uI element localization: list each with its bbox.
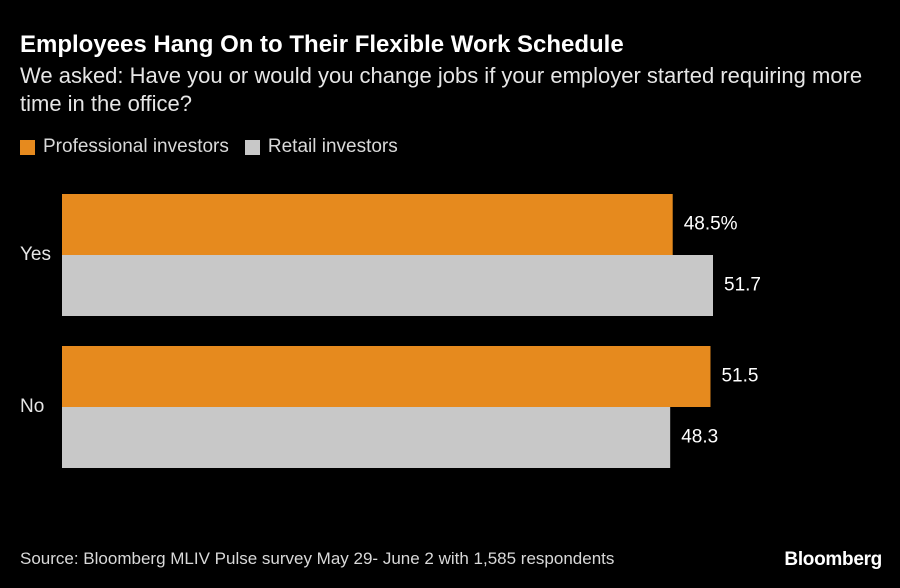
bar-no-retail-investors [62, 407, 671, 468]
category-label-yes: Yes [20, 244, 51, 265]
legend-swatch-retail [244, 139, 260, 155]
value-label-yes-professional-investors: 48.5% [684, 214, 738, 235]
legend-item-retail: Retail investors [244, 136, 398, 158]
bloomberg-logo: Bloomberg [784, 549, 882, 570]
legend-item-professional: Professional investors [20, 136, 229, 158]
value-label-no-professional-investors: 51.5 [721, 366, 758, 387]
value-label-no-retail-investors: 48.3 [681, 427, 718, 448]
chart-subtitle: We asked: Have you or would you change j… [20, 63, 863, 116]
category-label-no: No [20, 396, 44, 417]
source-note: Source: Bloomberg MLIV Pulse survey May … [20, 549, 615, 568]
legend-label-professional: Professional investors [43, 136, 229, 157]
value-label-yes-retail-investors: 51.7 [724, 275, 761, 296]
legend-swatch-professional [20, 139, 35, 155]
chart-title: Employees Hang On to Their Flexible Work… [20, 31, 624, 58]
legend: Professional investors Retail investors [20, 136, 398, 158]
bar-no-professional-investors [62, 346, 711, 407]
bar-yes-professional-investors [62, 194, 673, 255]
legend-label-retail: Retail investors [267, 136, 398, 157]
bar-yes-retail-investors [62, 255, 713, 316]
